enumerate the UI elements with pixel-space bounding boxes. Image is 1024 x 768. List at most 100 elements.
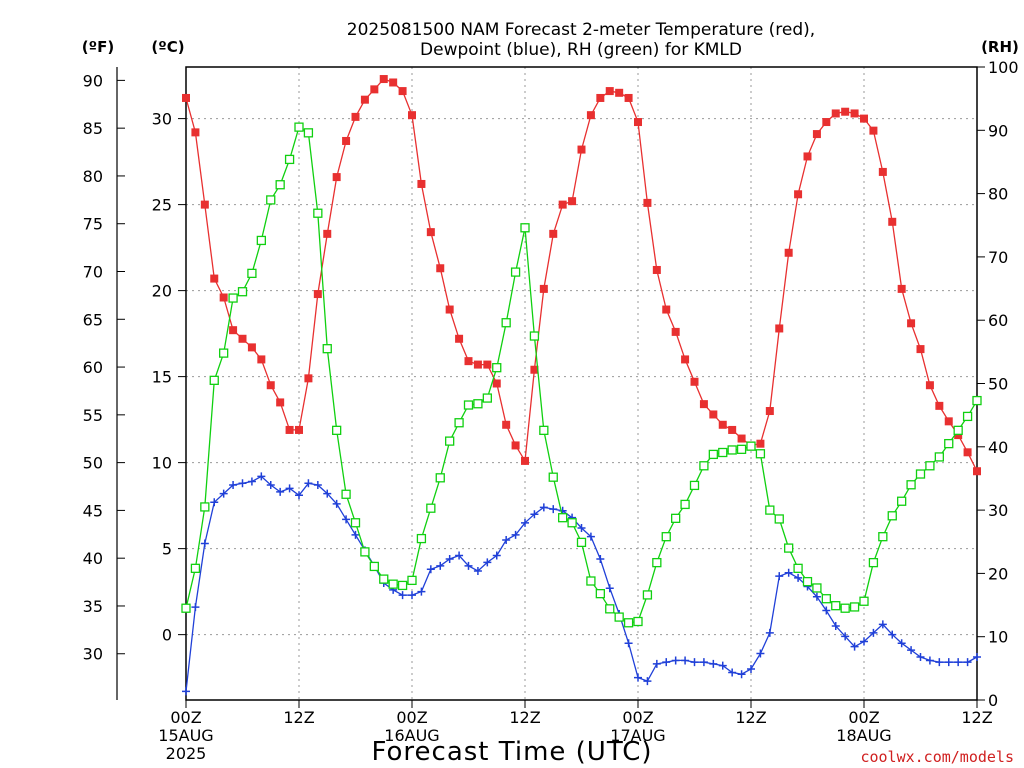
dewpoint-point [718,661,727,670]
rh-point [228,293,238,303]
rh-unit-label: (RH) [981,38,1019,56]
temperature-point [888,217,897,226]
rh-point [972,395,982,406]
dewpoint-point [586,532,595,541]
rh-point [897,496,907,506]
temperature-point [728,425,737,434]
temperature-point [455,334,464,343]
rh-point [906,480,916,490]
temperature-point [389,78,398,87]
dewpoint-point [747,665,755,674]
temperature-point [549,229,558,238]
rh-point [463,400,474,410]
rh-tick-label: 40 [988,438,1008,457]
temperature-point [944,417,953,426]
temperature-point [483,360,492,369]
rh-point [558,513,568,523]
dewpoint-point [445,554,454,563]
rh-point [680,499,690,510]
rh-point [774,514,784,524]
rh-point [510,267,521,277]
temperature-point [963,448,972,457]
rh-point [614,612,624,622]
temperature-point [521,456,529,465]
rh-point [219,348,229,358]
temperature-point [295,425,303,434]
rh-tick-label: 90 [988,121,1008,140]
dewpoint-point [643,677,652,686]
temperature-point [502,420,511,429]
rh-point [284,154,295,165]
rh-point [821,594,831,604]
temperature-point [511,441,520,450]
dewpoint-point [511,530,520,539]
x-tick-date-label: 15AUG [158,726,213,745]
temperature-point [257,355,266,364]
rh-point [407,575,417,586]
temperature-point [709,410,718,419]
dewpoint-point [351,530,360,539]
fahrenheit-tick-label: 40 [83,549,103,568]
temperature-point [756,439,765,448]
temperature-point [615,88,624,97]
chart-title-line-2: Dewpoint (blue), RH (green) for KMLD [420,40,742,60]
dewpoint-point [605,584,614,593]
dewpoint-point [784,568,793,577]
dewpoint-point [841,632,850,641]
temperature-point [775,324,784,333]
temperature-point [417,179,426,188]
temperature-point [973,467,981,476]
rh-point [397,580,408,591]
rh-point [313,208,323,218]
rh-point [605,604,615,614]
rh-tick-label: 100 [988,58,1019,77]
dewpoint-point [690,658,699,667]
fahrenheit-tick-label: 90 [83,71,103,90]
rh-tick-label: 20 [988,564,1008,583]
dewpoint-point [502,536,511,545]
dewpoint-point [342,515,351,524]
x-axis-title: Forecast Time (UTC) [371,737,652,767]
rh-point [887,511,897,521]
temperature-point [210,274,219,283]
dewpoint-point [483,558,492,567]
dewpoint-point [238,479,247,488]
x-tick-label: 12Z [735,708,766,727]
rh-point [416,533,427,544]
rh-point [539,425,549,435]
rh-point [501,318,511,328]
rh-point [699,461,709,471]
rh-point [294,122,304,132]
rh-point [181,603,191,613]
temperature-point [916,345,925,354]
axes: 0510152025303035404550556065707580859001… [83,58,1019,763]
chart-title-line-1: 2025081500 NAM Forecast 2-meter Temperat… [347,20,815,40]
data-series [181,75,982,696]
rh-point [275,180,285,190]
dewpoint-point [426,565,435,574]
temperature-point [794,190,803,199]
temperature-point [473,360,482,369]
dewpoint-point [869,628,878,637]
rh-tick-label: 0 [988,691,998,710]
celsius-tick-label: 25 [152,196,172,215]
celsius-tick-label: 15 [152,368,172,387]
temperature-point [831,109,840,118]
dewpoint-point [219,489,228,498]
dewpoint-point [662,658,671,667]
dewpoint-point [624,639,633,648]
temperature-point [878,167,887,176]
dewpoint-point [473,566,482,575]
celsius-unit-label: (ºC) [151,38,184,56]
dewpoint-point [888,630,897,639]
temperature-point [860,114,868,123]
rh-point [736,444,747,454]
temperature-point [850,109,859,118]
dewpoint-point [897,639,906,648]
rh-point [190,563,201,573]
temperature-point [332,173,341,182]
temperature-point [737,434,746,443]
rh-point [445,436,455,446]
rh-point [953,425,963,435]
fahrenheit-tick-label: 55 [83,406,103,425]
